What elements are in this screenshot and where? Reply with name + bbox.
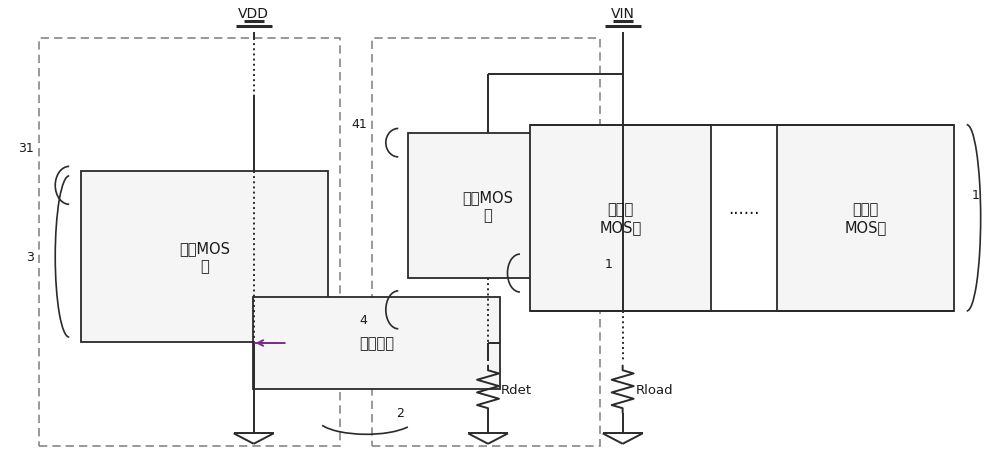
- Text: 2: 2: [396, 407, 404, 419]
- Text: 4: 4: [359, 313, 367, 326]
- Text: 第二MOS
管: 第二MOS 管: [463, 190, 514, 222]
- Text: VDD: VDD: [238, 7, 269, 21]
- Text: 31: 31: [19, 141, 34, 155]
- Text: Rload: Rload: [636, 383, 673, 396]
- Text: 1: 1: [972, 188, 980, 201]
- Text: ......: ......: [729, 200, 760, 218]
- FancyBboxPatch shape: [81, 172, 328, 342]
- Text: VIN: VIN: [611, 7, 635, 21]
- FancyBboxPatch shape: [253, 297, 500, 389]
- Text: 控制模块: 控制模块: [359, 336, 394, 351]
- FancyBboxPatch shape: [777, 125, 954, 311]
- Text: 第一MOS
管: 第一MOS 管: [179, 241, 230, 273]
- FancyBboxPatch shape: [408, 134, 568, 278]
- Text: 1: 1: [605, 258, 613, 270]
- Text: 主通道
MOS管: 主通道 MOS管: [600, 202, 642, 235]
- Text: 3: 3: [26, 250, 34, 263]
- Text: 41: 41: [352, 118, 367, 131]
- Text: 主通道
MOS管: 主通道 MOS管: [844, 202, 887, 235]
- Text: Rdet: Rdet: [501, 383, 532, 396]
- FancyBboxPatch shape: [530, 125, 711, 311]
